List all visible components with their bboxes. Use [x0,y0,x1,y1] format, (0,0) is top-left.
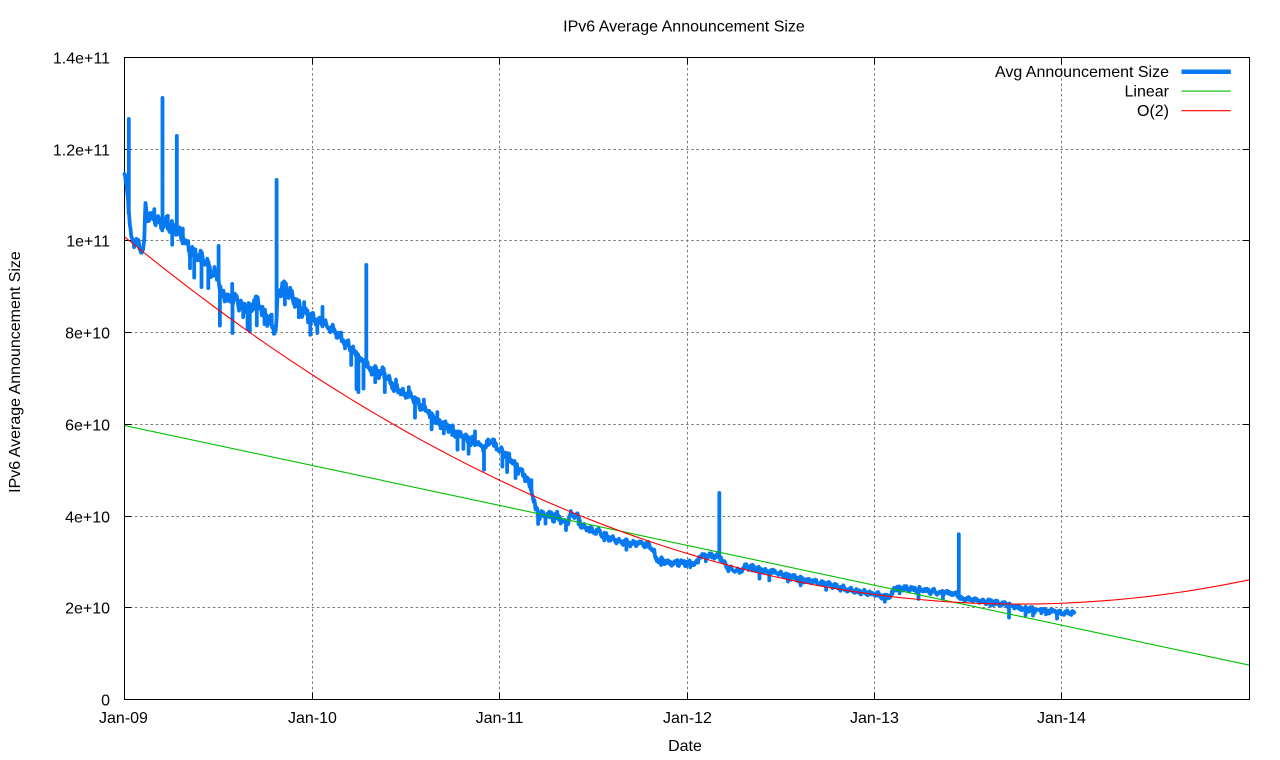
svg-text:6e+10: 6e+10 [65,417,110,434]
svg-text:8e+10: 8e+10 [65,325,110,342]
svg-text:IPv6 Average Announcement Size: IPv6 Average Announcement Size [7,251,24,493]
svg-text:O(2): O(2) [1137,103,1169,120]
svg-text:Jan-12: Jan-12 [663,710,712,727]
svg-text:0: 0 [101,692,110,709]
svg-text:IPv6 Average Announcement Size: IPv6 Average Announcement Size [563,19,805,36]
svg-text:Jan-10: Jan-10 [288,710,337,727]
svg-text:Jan-13: Jan-13 [850,710,899,727]
svg-text:4e+10: 4e+10 [65,509,110,526]
svg-text:Avg Announcement Size: Avg Announcement Size [995,64,1169,81]
svg-text:1.2e+11: 1.2e+11 [53,142,110,159]
svg-text:2e+10: 2e+10 [65,600,110,617]
svg-text:Jan-14: Jan-14 [1037,710,1086,727]
svg-text:Linear: Linear [1125,84,1170,101]
svg-text:Jan-11: Jan-11 [476,710,524,727]
svg-text:1.4e+11: 1.4e+11 [53,50,110,67]
svg-text:1e+11: 1e+11 [66,233,110,250]
svg-text:Jan-09: Jan-09 [99,710,148,727]
svg-text:Date: Date [668,738,702,755]
